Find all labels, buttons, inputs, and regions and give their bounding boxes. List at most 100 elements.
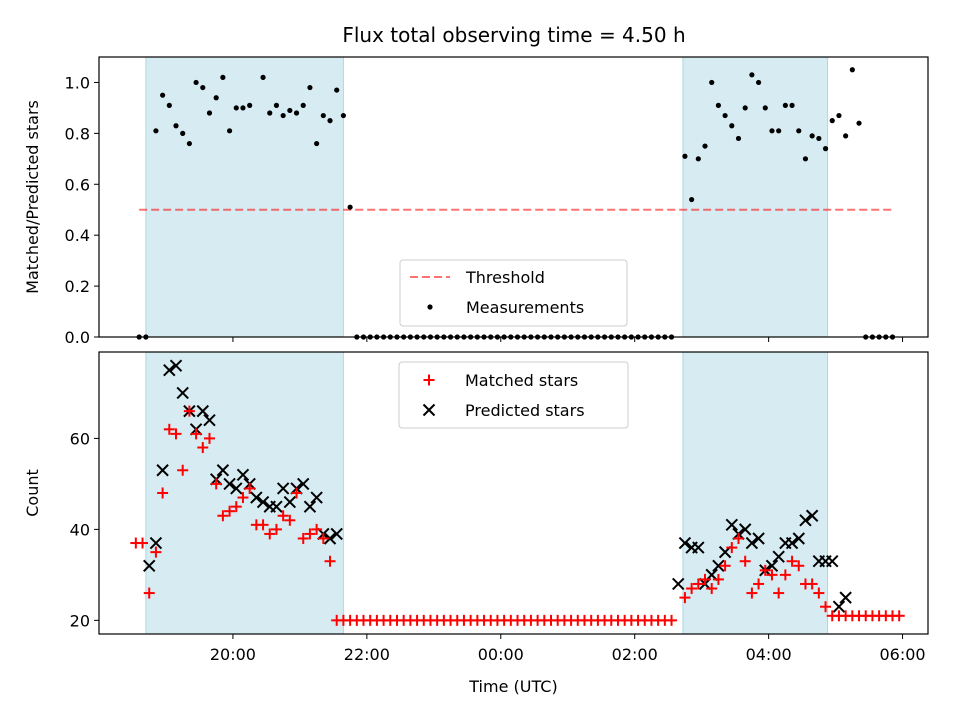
matched-point <box>719 560 731 572</box>
matched-point <box>224 505 236 517</box>
predicted-point <box>270 500 283 513</box>
measurement-point <box>789 102 795 108</box>
predicted-stroke <box>196 404 209 418</box>
y-tick-label: 0.4 <box>65 226 90 245</box>
measurement-point <box>314 140 320 147</box>
predicted-stroke <box>216 464 230 477</box>
matched-point <box>244 482 256 494</box>
matched-point <box>297 532 309 544</box>
matched-point <box>813 587 825 599</box>
predicted-stroke <box>772 550 785 563</box>
y-tick-label: 60 <box>70 429 90 448</box>
measurement-point <box>340 112 347 119</box>
x-tick-label: 06:00 <box>879 645 925 664</box>
measurement-point <box>702 143 708 149</box>
measurement-point <box>180 130 186 136</box>
predicted-stroke <box>725 518 739 532</box>
measurement-point <box>709 79 715 86</box>
predicted-point <box>678 536 692 550</box>
predicted-stroke <box>176 386 189 400</box>
predicted-point <box>832 600 846 613</box>
predicted-point <box>752 532 765 545</box>
matched-point <box>170 428 182 440</box>
matched-point <box>143 587 155 599</box>
predicted-stroke <box>303 500 317 513</box>
legend-measurement-swatch <box>427 304 433 310</box>
measurement-point <box>735 135 742 142</box>
predicted-point <box>785 536 799 550</box>
matched-point <box>686 583 698 595</box>
predicted-point <box>712 559 725 572</box>
x-tick-label: 04:00 <box>746 645 792 664</box>
matched-point <box>699 573 711 585</box>
measurement-point <box>186 140 192 147</box>
y-tick-label: 0.0 <box>65 328 90 347</box>
x-tick-label: 22:00 <box>344 645 390 664</box>
matched-point <box>806 578 818 590</box>
predicted-point <box>725 518 739 532</box>
matched-point <box>793 560 805 572</box>
measurement-point <box>293 110 300 116</box>
x-tick-label: 20:00 <box>210 645 256 664</box>
measurement-point <box>280 112 286 119</box>
measurement-point <box>695 156 701 162</box>
matched-point <box>773 587 785 599</box>
predicted-stroke <box>738 523 752 536</box>
legend-box <box>399 259 628 327</box>
y-tick-label: 1.0 <box>65 73 90 92</box>
axes-frame <box>98 56 929 338</box>
measurement-point <box>267 110 273 116</box>
measurement-point <box>722 112 728 119</box>
measurement-point <box>153 128 159 134</box>
predicted-point <box>276 482 290 495</box>
measurement-point <box>849 67 855 73</box>
predicted-point <box>223 477 236 491</box>
matched-point <box>712 573 724 585</box>
measurement-point <box>240 105 246 111</box>
matched-point <box>666 614 678 626</box>
measurement-point <box>816 135 822 142</box>
predicted-point <box>169 359 183 372</box>
measurement-point <box>327 118 333 124</box>
predicted-stroke <box>805 509 819 522</box>
predicted-stroke <box>785 536 799 550</box>
matched-point <box>766 569 778 581</box>
predicted-point <box>672 577 685 591</box>
measurement-point <box>200 84 206 91</box>
predicted-stroke <box>156 464 169 477</box>
matched-point <box>270 523 282 535</box>
y-tick-label: 0.8 <box>65 124 90 143</box>
measurement-point <box>796 128 802 134</box>
predicted-stroke <box>826 555 839 568</box>
legend-predicted-swatch <box>422 403 436 417</box>
matched-point <box>746 587 758 599</box>
predicted-point <box>163 363 176 377</box>
matched-point <box>753 578 765 590</box>
predicted-stroke <box>310 491 323 504</box>
predicted-stroke <box>143 559 156 572</box>
legend-predicted-label: Predicted stars <box>465 401 585 420</box>
measurement-point <box>715 102 722 108</box>
matched-point <box>317 532 329 544</box>
matched-point <box>893 610 905 622</box>
measurement-point <box>742 105 748 111</box>
predicted-point <box>330 527 343 541</box>
matched-point <box>706 583 718 595</box>
y-axis-label: Matched/Predicted stars <box>23 100 42 294</box>
matched-point <box>291 487 303 499</box>
measurement-point <box>755 79 762 86</box>
matched-point <box>311 523 323 535</box>
measurement-point <box>829 118 835 124</box>
legend-matched-swatch <box>423 374 435 386</box>
measurement-point <box>213 95 219 101</box>
matched-point <box>157 487 169 499</box>
predicted-stroke <box>256 495 270 509</box>
matched-point <box>197 442 209 454</box>
matched-point <box>237 492 249 504</box>
measurement-point <box>220 74 226 80</box>
matched-point <box>190 428 202 440</box>
predicted-point <box>149 536 163 550</box>
predicted-point <box>283 495 297 509</box>
predicted-point <box>176 386 189 400</box>
predicted-stroke <box>330 527 343 541</box>
